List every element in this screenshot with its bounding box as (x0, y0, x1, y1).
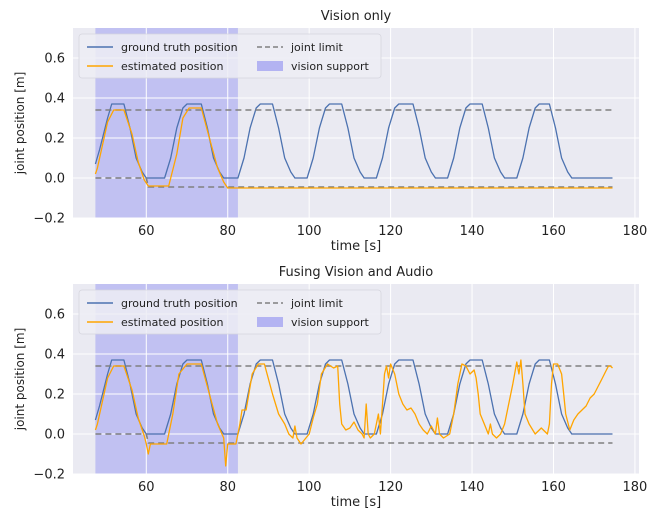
x-tick-label: 160 (541, 480, 566, 495)
y-tick-label: −0.2 (33, 212, 65, 227)
legend-swatch-vision-support (257, 61, 283, 71)
x-tick-label: 180 (623, 480, 648, 495)
ground-truth-line (94, 103, 613, 179)
legend-label-vision-support: vision support (291, 316, 369, 329)
x-tick-label: 180 (623, 224, 648, 239)
legend-label-estimated: estimated position (121, 316, 223, 329)
x-tick-label: 60 (138, 480, 155, 495)
series-layer (94, 103, 613, 189)
series-layer (94, 359, 613, 467)
chart-title: Vision only (321, 9, 392, 24)
joint-limit-line (95, 177, 613, 188)
x-tick-label: 120 (378, 224, 403, 239)
tick-labels: 60 80 100 120 140 160 180 −0.2 0.0 0.2 0.4 0.6 (33, 308, 647, 496)
y-tick-label: −0.2 (33, 468, 65, 483)
y-tick-label: 0.6 (44, 52, 65, 67)
vision-only-plot: 60 80 100 120 140 160 180 −0.2 0.0 0.2 0.4 0.6 Visi… (13, 9, 647, 254)
ground-truth-line (94, 359, 613, 435)
y-tick-label: 0.6 (44, 308, 65, 323)
x-tick-label: 60 (138, 224, 155, 239)
estimated-line (94, 107, 613, 189)
tick-labels: 60 80 100 120 140 160 180 −0.2 0.0 0.2 0.4 0.6 (33, 52, 647, 240)
x-tick-label: 80 (219, 480, 236, 495)
x-tick-label: 100 (297, 480, 322, 495)
legend-box (78, 289, 382, 335)
legend-label-joint-limit: joint limit (290, 297, 344, 310)
y-tick-label: 0.0 (44, 172, 65, 187)
x-tick-label: 160 (541, 224, 566, 239)
y-tick-label: 0.4 (44, 348, 65, 363)
legend-label-ground-truth: ground truth position (121, 297, 238, 310)
x-tick-label: 140 (460, 480, 485, 495)
y-tick-label: 0.0 (44, 428, 65, 443)
x-tick-label: 120 (378, 480, 403, 495)
legend-box (78, 33, 382, 79)
legend-label-estimated: estimated position (121, 60, 223, 73)
joint-limit-line (95, 433, 613, 444)
x-tick-label: 100 (297, 224, 322, 239)
x-tick-label: 140 (460, 224, 485, 239)
y-tick-label: 0.2 (44, 388, 65, 403)
legend-swatch-vision-support (257, 317, 283, 327)
legend-label-ground-truth: ground truth position (121, 41, 238, 54)
x-tick-label: 80 (219, 224, 236, 239)
x-axis-label: time [s] (331, 239, 381, 254)
legend-label-vision-support: vision support (291, 60, 369, 73)
y-tick-label: 0.4 (44, 92, 65, 107)
fusing-vision-audio-plot: 60 80 100 120 140 160 180 −0.2 0.0 0.2 0.4 0.6 Fusi… (13, 265, 647, 510)
legend: ground truth position estimated position… (78, 33, 382, 79)
chart-title: Fusing Vision and Audio (279, 265, 434, 280)
y-tick-label: 0.2 (44, 132, 65, 147)
y-axis-label: joint position [m] (13, 72, 27, 176)
x-axis-label: time [s] (331, 495, 381, 510)
legend: ground truth position estimated position… (78, 289, 382, 335)
legend-label-joint-limit: joint limit (290, 41, 344, 54)
estimated-line (94, 359, 613, 467)
y-axis-label: joint position [m] (13, 328, 27, 432)
